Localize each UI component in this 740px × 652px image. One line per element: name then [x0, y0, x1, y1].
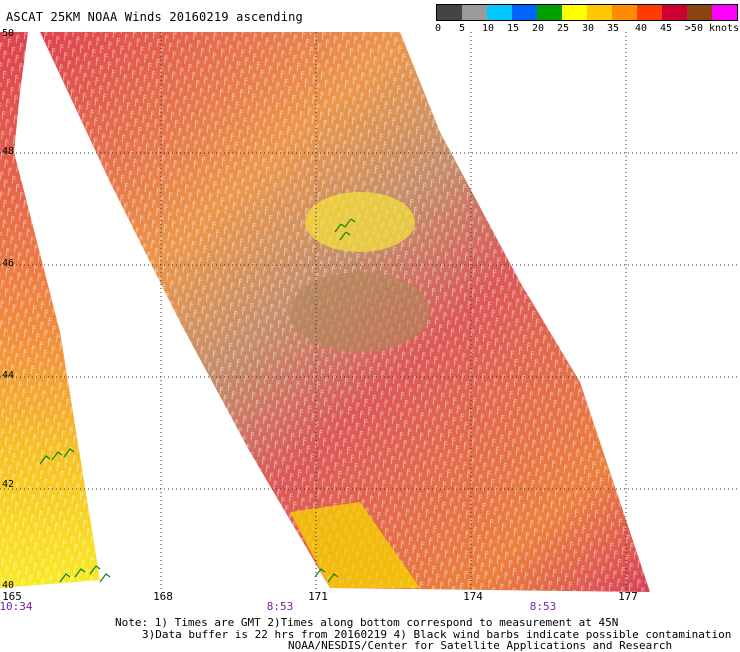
legend-swatch	[712, 5, 737, 20]
note-line-3: NOAA/NESDIS/Center for Satellite Applica…	[288, 639, 673, 652]
legend-label-0: 0	[434, 23, 442, 34]
legend-label-10: 10	[481, 23, 495, 34]
legend-swatch	[637, 5, 662, 20]
lon-label-177: 177	[618, 590, 638, 603]
legend-label-45: 45	[659, 23, 673, 34]
legend-swatch	[612, 5, 637, 20]
legend-swatch	[462, 5, 487, 20]
legend-label-25: 25	[556, 23, 570, 34]
swath-west-barbs	[0, 32, 100, 588]
legend-label-35: 35	[606, 23, 620, 34]
lat-label-46: 46	[2, 258, 15, 269]
low-wind-zone	[305, 192, 415, 252]
lon-label-168: 168	[153, 590, 173, 603]
legend-label-15: 15	[506, 23, 520, 34]
legend-swatch	[662, 5, 687, 20]
lat-lon-grid	[0, 32, 740, 592]
lat-label-50: 50	[2, 28, 15, 39]
lat-label-48: 48	[2, 146, 15, 157]
legend-label-50plus: >50 knots	[684, 23, 740, 34]
legend-swatch	[512, 5, 537, 20]
swath-yellow-south	[290, 502, 420, 588]
lon-label-171: 171	[308, 590, 328, 603]
legend-color-bar	[436, 4, 738, 21]
legend-swatch	[687, 5, 712, 20]
lat-label-40: 40	[2, 580, 15, 591]
time-label-east: 8:53	[529, 600, 557, 613]
lon-label-165: 165	[2, 590, 22, 603]
legend-swatch	[537, 5, 562, 20]
wind-speed-legend: 0 5 10 15 20 25 30 35 40 45 >50 knots	[434, 4, 740, 38]
green-barbs	[39, 218, 356, 583]
note-line-1: Note: 1) Times are GMT 2)Times along bot…	[115, 616, 619, 629]
legend-swatch	[587, 5, 612, 20]
lon-label-174: 174	[463, 590, 483, 603]
legend-label-30: 30	[581, 23, 595, 34]
time-label-center: 8:53	[266, 600, 294, 613]
lat-label-42: 42	[2, 479, 15, 490]
legend-label-20: 20	[531, 23, 545, 34]
lat-label-44: 44	[2, 370, 15, 381]
legend-swatch	[487, 5, 512, 20]
legend-label-5: 5	[458, 23, 466, 34]
tan-wind-zone	[290, 272, 430, 352]
legend-label-40: 40	[634, 23, 648, 34]
time-label-west: 10:34	[0, 600, 33, 613]
wind-barb-map	[0, 32, 740, 592]
legend-swatch	[437, 5, 462, 20]
map-title: ASCAT 25KM NOAA Winds 20160219 ascending	[6, 10, 303, 24]
legend-swatch	[562, 5, 587, 20]
note-line-2: 3)Data buffer is 22 hrs from 20160219 4)…	[142, 628, 732, 641]
